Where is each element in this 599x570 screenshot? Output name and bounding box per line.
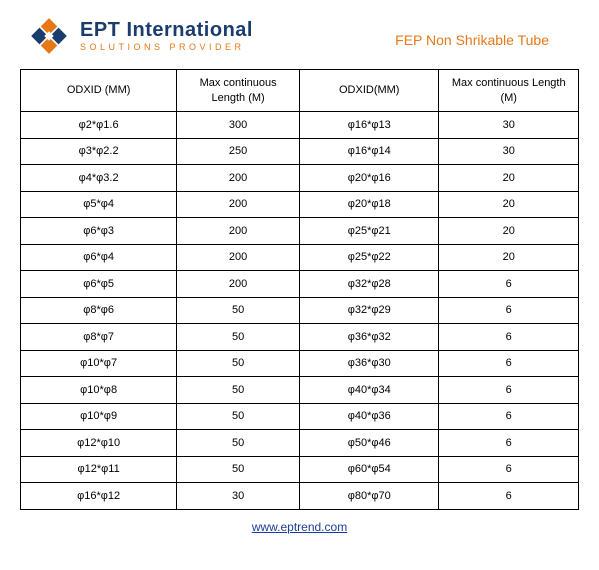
page-title: FEP Non Shrikable Tube bbox=[395, 32, 549, 48]
table-cell: φ3*φ2.2 bbox=[21, 138, 177, 165]
table-cell: φ4*φ3.2 bbox=[21, 165, 177, 192]
table-cell: φ8*φ7 bbox=[21, 324, 177, 351]
table-cell: φ8*φ6 bbox=[21, 297, 177, 324]
table-row: φ6*φ5200φ32*φ286 bbox=[21, 271, 579, 298]
table-cell: φ5*φ4 bbox=[21, 191, 177, 218]
table-cell: φ20*φ16 bbox=[299, 165, 439, 192]
table-cell: 6 bbox=[439, 271, 579, 298]
table-cell: 30 bbox=[177, 483, 300, 510]
table-cell: φ36*φ30 bbox=[299, 350, 439, 377]
table-row: φ16*φ1230φ80*φ706 bbox=[21, 483, 579, 510]
table-cell: 6 bbox=[439, 456, 579, 483]
brand: EPT International SOLUTIONS PROVIDER bbox=[28, 15, 253, 57]
table-row: φ12*φ1050φ50*φ466 bbox=[21, 430, 579, 457]
table-row: φ6*φ4200φ25*φ2220 bbox=[21, 244, 579, 271]
table-cell: φ50*φ46 bbox=[299, 430, 439, 457]
brand-logo-icon bbox=[28, 15, 70, 57]
table-cell: 6 bbox=[439, 350, 579, 377]
table-row: φ8*φ750φ36*φ326 bbox=[21, 324, 579, 351]
table-cell: φ40*φ36 bbox=[299, 403, 439, 430]
table-cell: 50 bbox=[177, 403, 300, 430]
table-cell: 200 bbox=[177, 218, 300, 245]
table-cell: φ32*φ28 bbox=[299, 271, 439, 298]
table-cell: 50 bbox=[177, 377, 300, 404]
table-cell: 6 bbox=[439, 377, 579, 404]
table-cell: φ40*φ34 bbox=[299, 377, 439, 404]
header: EPT International SOLUTIONS PROVIDER FEP… bbox=[20, 15, 579, 57]
table-cell: φ25*φ22 bbox=[299, 244, 439, 271]
table-cell: 250 bbox=[177, 138, 300, 165]
table-cell: 200 bbox=[177, 191, 300, 218]
table-cell: φ80*φ70 bbox=[299, 483, 439, 510]
table-cell: φ25*φ21 bbox=[299, 218, 439, 245]
table-cell: 6 bbox=[439, 430, 579, 457]
table-cell: 200 bbox=[177, 244, 300, 271]
table-cell: φ6*φ4 bbox=[21, 244, 177, 271]
table-cell: φ10*φ7 bbox=[21, 350, 177, 377]
table-cell: 50 bbox=[177, 297, 300, 324]
brand-name: EPT International bbox=[80, 19, 253, 41]
table-row: φ12*φ1150φ60*φ546 bbox=[21, 456, 579, 483]
table-row: φ2*φ1.6300φ16*φ1330 bbox=[21, 112, 579, 139]
table-row: φ5*φ4200φ20*φ1820 bbox=[21, 191, 579, 218]
brand-tagline: SOLUTIONS PROVIDER bbox=[80, 43, 253, 53]
table-cell: φ6*φ5 bbox=[21, 271, 177, 298]
table-cell: φ12*φ11 bbox=[21, 456, 177, 483]
spec-table: ODXID (MM) Max continuous Length (M) ODX… bbox=[20, 69, 579, 510]
table-cell: φ6*φ3 bbox=[21, 218, 177, 245]
footer-link[interactable]: www.eptrend.com bbox=[252, 520, 347, 534]
table-cell: φ36*φ32 bbox=[299, 324, 439, 351]
table-cell: 50 bbox=[177, 350, 300, 377]
table-cell: 30 bbox=[439, 112, 579, 139]
table-cell: φ60*φ54 bbox=[299, 456, 439, 483]
table-cell: φ2*φ1.6 bbox=[21, 112, 177, 139]
table-cell: 20 bbox=[439, 218, 579, 245]
table-cell: 300 bbox=[177, 112, 300, 139]
table-row: φ6*φ3200φ25*φ2120 bbox=[21, 218, 579, 245]
table-row: φ10*φ850φ40*φ346 bbox=[21, 377, 579, 404]
table-cell: 50 bbox=[177, 430, 300, 457]
table-cell: φ20*φ18 bbox=[299, 191, 439, 218]
table-cell: 6 bbox=[439, 297, 579, 324]
col-header: Max continuous Length (M) bbox=[177, 70, 300, 112]
table-cell: φ10*φ9 bbox=[21, 403, 177, 430]
table-cell: 20 bbox=[439, 191, 579, 218]
table-cell: φ32*φ29 bbox=[299, 297, 439, 324]
table-cell: φ16*φ14 bbox=[299, 138, 439, 165]
table-cell: φ12*φ10 bbox=[21, 430, 177, 457]
table-row: φ10*φ950φ40*φ366 bbox=[21, 403, 579, 430]
table-row: φ8*φ650φ32*φ296 bbox=[21, 297, 579, 324]
table-cell: 6 bbox=[439, 403, 579, 430]
table-cell: φ16*φ12 bbox=[21, 483, 177, 510]
table-cell: φ10*φ8 bbox=[21, 377, 177, 404]
table-cell: 6 bbox=[439, 324, 579, 351]
table-cell: 200 bbox=[177, 165, 300, 192]
table-cell: 6 bbox=[439, 483, 579, 510]
table-cell: 50 bbox=[177, 324, 300, 351]
footer: www.eptrend.com bbox=[20, 520, 579, 534]
table-row: φ3*φ2.2250φ16*φ1430 bbox=[21, 138, 579, 165]
table-cell: φ16*φ13 bbox=[299, 112, 439, 139]
col-header: Max continuous Length (M) bbox=[439, 70, 579, 112]
table-cell: 200 bbox=[177, 271, 300, 298]
table-header-row: ODXID (MM) Max continuous Length (M) ODX… bbox=[21, 70, 579, 112]
table-cell: 20 bbox=[439, 165, 579, 192]
table-body: φ2*φ1.6300φ16*φ1330φ3*φ2.2250φ16*φ1430φ4… bbox=[21, 112, 579, 510]
table-cell: 30 bbox=[439, 138, 579, 165]
brand-text: EPT International SOLUTIONS PROVIDER bbox=[80, 19, 253, 53]
col-header: ODXID(MM) bbox=[299, 70, 439, 112]
table-cell: 20 bbox=[439, 244, 579, 271]
document-page: EPT International SOLUTIONS PROVIDER FEP… bbox=[0, 0, 599, 549]
table-row: φ10*φ750φ36*φ306 bbox=[21, 350, 579, 377]
col-header: ODXID (MM) bbox=[21, 70, 177, 112]
table-row: φ4*φ3.2200φ20*φ1620 bbox=[21, 165, 579, 192]
table-cell: 50 bbox=[177, 456, 300, 483]
